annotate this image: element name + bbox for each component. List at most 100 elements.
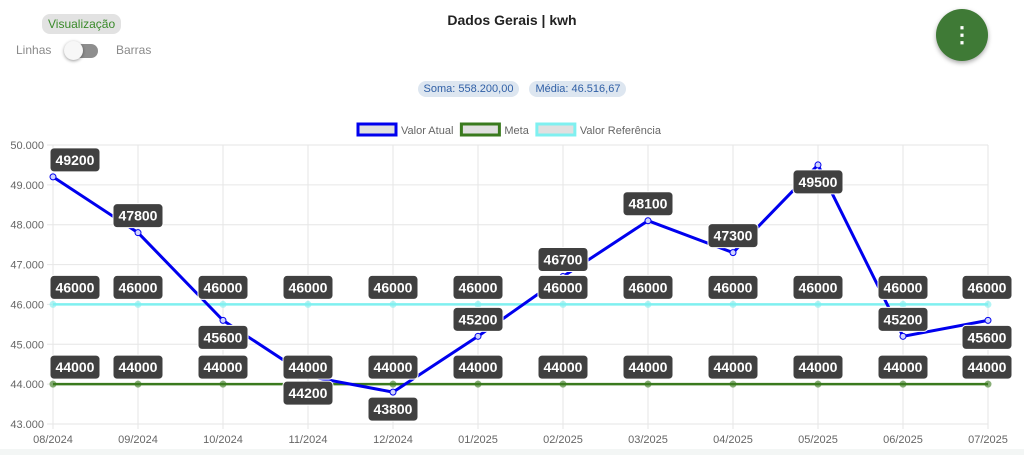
data-label: 44000 (629, 359, 668, 375)
legend-swatch (459, 122, 501, 137)
x-tick-label: 05/2025 (798, 434, 838, 446)
data-point (389, 380, 397, 388)
data-label-box (452, 306, 504, 332)
data-label-box (537, 247, 589, 273)
data-label-box (112, 354, 164, 380)
data-label: 48100 (629, 196, 668, 212)
data-point (389, 300, 397, 308)
legend-swatch (356, 122, 398, 137)
data-point (474, 300, 482, 308)
x-tick-label: 01/2025 (458, 434, 498, 446)
data-label: 46000 (629, 279, 668, 295)
data-point (559, 300, 567, 308)
data-point (984, 300, 992, 308)
data-label: 46000 (289, 279, 328, 295)
data-label-box (792, 354, 844, 380)
data-point (559, 380, 567, 388)
data-label-box (961, 354, 1013, 380)
data-label-box (707, 223, 759, 249)
data-label: 44000 (799, 359, 838, 375)
data-label-box (197, 354, 249, 380)
x-tick-label: 09/2024 (118, 434, 158, 446)
data-label-box (49, 274, 101, 300)
data-point (474, 380, 482, 388)
data-label: 44000 (544, 359, 583, 375)
toggle-knob[interactable] (64, 41, 83, 60)
data-label: 46000 (374, 279, 413, 295)
x-tick-label: 04/2025 (713, 434, 753, 446)
footer-strip (0, 449, 1024, 455)
data-label: 44000 (459, 359, 498, 375)
sum-badge: Soma: 558.200,00 (417, 81, 520, 97)
data-point (219, 380, 227, 388)
data-label-box (961, 274, 1013, 300)
more-vertical-icon: ⋮ (951, 22, 973, 47)
data-label-box (877, 354, 929, 380)
data-label: 46000 (119, 279, 158, 295)
x-tick-label: 07/2025 (968, 434, 1008, 446)
data-point (389, 388, 397, 396)
data-label: 46000 (714, 279, 753, 295)
data-label-box (367, 396, 419, 422)
data-label: 44200 (289, 385, 328, 401)
x-tick-label: 02/2025 (543, 434, 583, 446)
data-point (49, 300, 57, 308)
data-label-box (282, 380, 334, 406)
data-label-box (877, 274, 929, 300)
data-label: 47800 (119, 208, 158, 224)
data-point (49, 380, 57, 388)
data-point (814, 380, 822, 388)
data-label: 46000 (799, 279, 838, 295)
data-label: 46000 (884, 279, 923, 295)
data-point (899, 380, 907, 388)
lines-bars-toggle[interactable] (64, 41, 98, 60)
y-tick-label: 50.000 (10, 140, 44, 152)
data-point (219, 316, 227, 324)
x-tick-label: 11/2024 (289, 434, 328, 446)
y-tick-label: 49.000 (10, 180, 44, 192)
data-point (49, 173, 57, 181)
data-label-box (49, 147, 101, 173)
data-label-box (877, 306, 929, 332)
data-label: 46000 (204, 279, 243, 295)
data-point (219, 300, 227, 308)
data-label: 45600 (968, 329, 1007, 345)
x-tick-label: 10/2024 (203, 434, 243, 446)
legend-label: Valor Atual (401, 125, 453, 137)
legend-swatch (535, 122, 577, 137)
data-point (644, 217, 652, 225)
data-label-box (452, 274, 504, 300)
y-tick-label: 46.000 (10, 299, 44, 311)
data-label-box (112, 274, 164, 300)
data-point (899, 332, 907, 340)
toggle-lines-label: Linhas (16, 43, 52, 57)
menu-button[interactable]: ⋮ (936, 9, 988, 61)
data-label-box (792, 169, 844, 195)
data-label: 44000 (884, 359, 923, 375)
data-point (304, 300, 312, 308)
data-label: 44000 (204, 359, 243, 375)
chart-title: Dados Gerais | kwh (447, 12, 577, 28)
data-label-box (197, 324, 249, 350)
data-label: 46000 (968, 279, 1007, 295)
data-point (134, 229, 142, 237)
data-label-box (452, 354, 504, 380)
data-point (984, 380, 992, 388)
data-label-box (282, 274, 334, 300)
data-label: 44000 (374, 359, 413, 375)
data-point (899, 300, 907, 308)
data-point (729, 380, 737, 388)
y-tick-label: 48.000 (10, 220, 44, 232)
data-label-box (622, 191, 674, 217)
data-label-box (622, 274, 674, 300)
data-point (644, 380, 652, 388)
data-label-box (49, 354, 101, 380)
data-label-box (537, 354, 589, 380)
data-label: 44000 (119, 359, 158, 375)
series-line (52, 162, 989, 394)
data-label-box (622, 354, 674, 380)
data-label: 45600 (204, 329, 243, 345)
data-point (644, 300, 652, 308)
y-tick-label: 45.000 (10, 339, 44, 351)
data-label-box (961, 324, 1013, 350)
